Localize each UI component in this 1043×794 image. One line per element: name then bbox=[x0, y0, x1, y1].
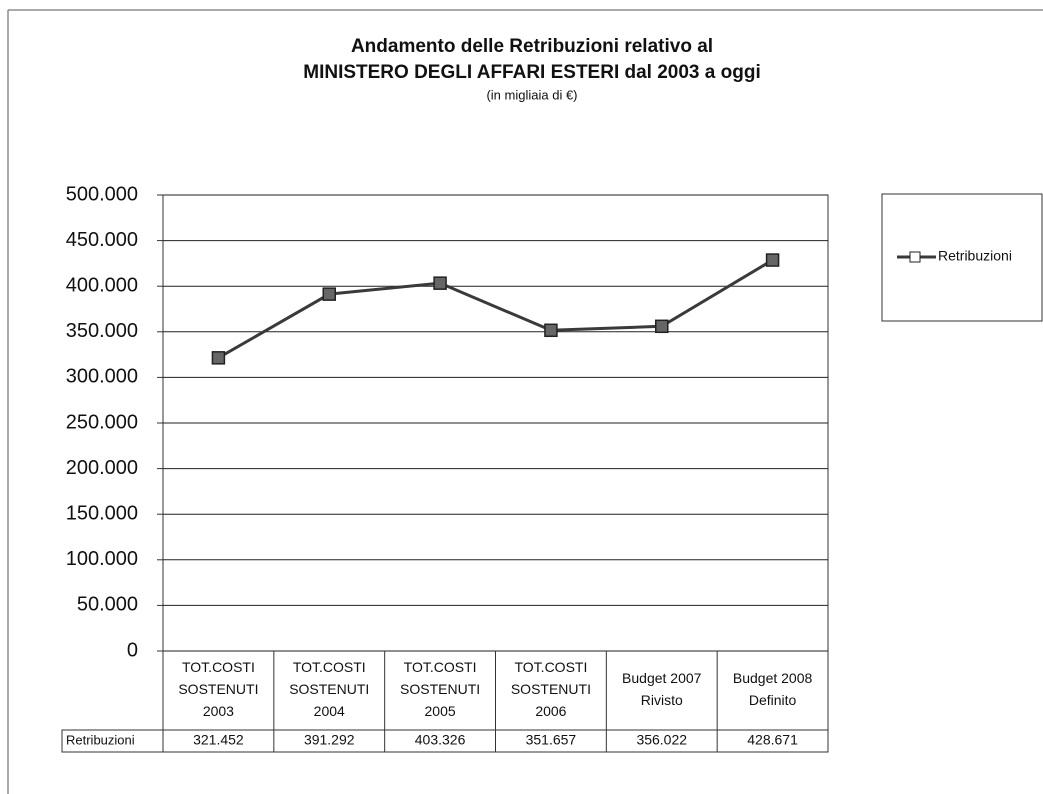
x-tick-label: Budget 2007 bbox=[622, 670, 702, 686]
marker bbox=[433, 276, 447, 290]
x-tick-label: Definito bbox=[749, 692, 797, 708]
chart-title: Andamento delle Retribuzioni relativo al bbox=[351, 36, 713, 57]
x-tick-label: TOT.COSTI bbox=[514, 659, 587, 675]
y-tick-label: 250.000 bbox=[66, 411, 138, 433]
y-tick-label: 350.000 bbox=[66, 320, 138, 342]
y-tick-label: 150.000 bbox=[66, 502, 138, 524]
chart-subtitle: (in migliaia di €) bbox=[486, 87, 577, 102]
x-tick-label: 2005 bbox=[425, 703, 456, 719]
x-tick-label: 2004 bbox=[314, 703, 345, 719]
chart-title-line2: MINISTERO DEGLI AFFARI ESTERI dal 2003 a… bbox=[303, 62, 760, 83]
marker bbox=[765, 253, 780, 267]
marker bbox=[544, 323, 558, 338]
table-row-label: Retribuzioni bbox=[66, 732, 135, 747]
x-tick-label: Budget 2008 bbox=[733, 670, 813, 686]
table-value: 356.022 bbox=[636, 732, 687, 748]
x-tick-label: 2003 bbox=[203, 703, 234, 719]
x-tick-label: Rivisto bbox=[641, 692, 683, 708]
y-tick-label: 400.000 bbox=[66, 274, 138, 296]
legend-label: Retribuzioni bbox=[938, 248, 1012, 264]
x-tick-label: 2006 bbox=[535, 703, 566, 719]
y-tick-label: 450.000 bbox=[66, 229, 138, 251]
x-tick-label: SOSTENUTI bbox=[289, 681, 369, 697]
y-tick-label: 100.000 bbox=[66, 548, 138, 570]
y-tick-label: 300.000 bbox=[66, 366, 138, 388]
y-tick-label: 0 bbox=[127, 639, 138, 661]
table-value: 391.292 bbox=[304, 732, 355, 748]
x-tick-label: TOT.COSTI bbox=[293, 659, 366, 675]
marker bbox=[655, 319, 669, 334]
y-tick-label: 500.000 bbox=[66, 183, 138, 205]
y-tick-label: 50.000 bbox=[77, 594, 138, 616]
table-value: 403.326 bbox=[415, 732, 466, 748]
y-tick-label: 200.000 bbox=[66, 457, 138, 479]
table-value: 428.671 bbox=[747, 732, 798, 748]
x-tick-label: TOT.COSTI bbox=[404, 659, 477, 675]
x-tick-label: TOT.COSTI bbox=[182, 659, 255, 675]
table-value: 351.657 bbox=[526, 732, 577, 748]
x-tick-label: SOSTENUTI bbox=[178, 681, 258, 697]
x-tick-label: SOSTENUTI bbox=[400, 681, 480, 697]
legend-marker bbox=[909, 251, 921, 263]
marker bbox=[211, 351, 226, 365]
x-tick-label: SOSTENUTI bbox=[511, 681, 591, 697]
marker bbox=[322, 287, 336, 301]
series-line bbox=[217, 258, 774, 360]
table-value: 321.452 bbox=[193, 732, 244, 748]
